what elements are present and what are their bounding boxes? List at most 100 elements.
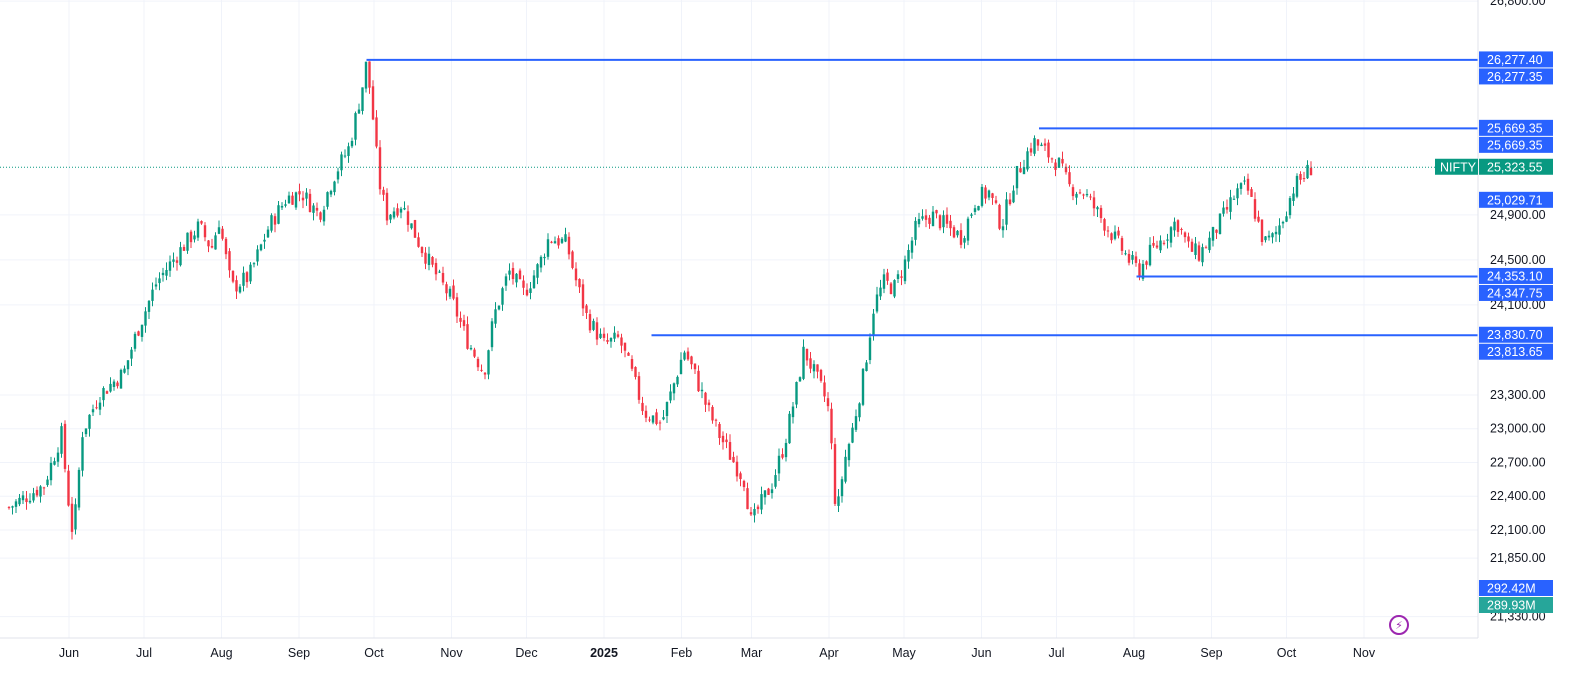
candle-body bbox=[840, 479, 844, 497]
candle-body bbox=[473, 349, 476, 357]
candle-body bbox=[928, 217, 931, 224]
candle-body bbox=[375, 117, 378, 147]
volume-tag bbox=[1479, 597, 1553, 613]
candle-body bbox=[847, 444, 851, 461]
candle-body bbox=[378, 147, 382, 190]
candle-body bbox=[606, 340, 609, 342]
candle-body bbox=[893, 280, 896, 297]
candle-body bbox=[984, 187, 987, 199]
candle-body bbox=[1267, 235, 1271, 238]
candle-body bbox=[882, 274, 886, 289]
price-tick-label: 21,330.00 bbox=[1490, 610, 1546, 624]
candle-body bbox=[795, 382, 798, 405]
candle-body bbox=[35, 489, 39, 496]
candle-body bbox=[214, 235, 217, 250]
candle-body bbox=[609, 338, 613, 342]
price-axis[interactable]: 26,800.00 24,900.00 24,500.00 24,100.00 23,3… bbox=[1477, 0, 1546, 638]
candle-body bbox=[469, 347, 473, 350]
candle-body bbox=[627, 352, 630, 356]
candle-body bbox=[837, 496, 840, 506]
candle-body bbox=[126, 360, 130, 370]
candle-body bbox=[147, 300, 151, 312]
candle-body bbox=[571, 251, 574, 268]
candle-body bbox=[1138, 263, 1141, 278]
candle-body bbox=[620, 337, 623, 346]
candle-body bbox=[662, 417, 665, 420]
candle-body bbox=[231, 270, 235, 282]
candle-body bbox=[1012, 190, 1015, 203]
candle-body bbox=[364, 61, 368, 89]
candle-body bbox=[63, 423, 67, 469]
candle-body bbox=[494, 309, 497, 324]
price-tag bbox=[1479, 68, 1553, 85]
candle-body bbox=[102, 388, 105, 401]
candle-body bbox=[508, 270, 511, 275]
candle-body bbox=[1166, 239, 1169, 241]
candle-body bbox=[1061, 158, 1064, 164]
candle-body bbox=[970, 214, 973, 216]
price-tags: 26,277.40 26,277.35 25,669.35 25,669.35 25,3… bbox=[1435, 51, 1553, 360]
candle-body bbox=[907, 249, 910, 262]
price-tag bbox=[1479, 136, 1553, 153]
candle-body bbox=[753, 508, 756, 516]
candle-body bbox=[602, 333, 606, 338]
candle-body bbox=[81, 437, 84, 471]
candle-body bbox=[651, 415, 655, 423]
candle-body bbox=[1239, 183, 1243, 189]
candle-body bbox=[333, 181, 336, 193]
candle-body bbox=[973, 208, 977, 212]
candle-body bbox=[872, 313, 875, 335]
candle-body bbox=[133, 333, 137, 349]
candle-body bbox=[1218, 213, 1222, 235]
candle-body bbox=[1131, 255, 1134, 260]
candle-body bbox=[987, 190, 991, 198]
candle-body bbox=[672, 383, 676, 394]
candle-body bbox=[256, 249, 259, 262]
candle-body bbox=[781, 454, 784, 458]
lightning-icon[interactable]: ⚡ bbox=[1389, 615, 1409, 635]
time-tick-label: Feb bbox=[671, 646, 693, 660]
candle-body bbox=[592, 320, 595, 330]
time-tick-label: Mar bbox=[741, 646, 763, 660]
candle-body bbox=[438, 271, 441, 273]
candle-body bbox=[1113, 231, 1117, 239]
candle-body bbox=[270, 215, 273, 231]
price-tag-label: 26,277.40 bbox=[1487, 53, 1543, 67]
price-tag bbox=[1479, 343, 1553, 360]
candle-body bbox=[686, 351, 690, 360]
candle-body bbox=[1036, 139, 1040, 146]
candle-body bbox=[123, 368, 126, 373]
candle-body bbox=[459, 317, 462, 322]
time-tick-label: Nov bbox=[440, 646, 463, 660]
candle-body bbox=[130, 349, 133, 359]
time-axis[interactable]: Jun Jul Aug Sep Oct Nov Dec 2025 Feb Mar Apr May Jun… bbox=[0, 637, 1478, 660]
candle-body bbox=[690, 356, 693, 365]
candle-body bbox=[158, 278, 161, 284]
horizontal-levels[interactable] bbox=[366, 58, 1479, 337]
candle-body bbox=[1096, 207, 1099, 210]
price-tag bbox=[1479, 158, 1553, 175]
candle-body bbox=[210, 245, 214, 248]
candle-body bbox=[487, 350, 490, 375]
candle-body bbox=[1211, 227, 1215, 241]
candle-body bbox=[1229, 197, 1232, 212]
candle-body bbox=[1103, 219, 1106, 231]
candle-body bbox=[224, 238, 228, 255]
candle-body bbox=[1253, 199, 1257, 219]
grid-lines bbox=[0, 0, 1478, 638]
price-tick-label: 23,000.00 bbox=[1490, 422, 1546, 436]
candle-body bbox=[1054, 162, 1057, 170]
candle-body bbox=[1082, 194, 1085, 196]
candle-body bbox=[445, 284, 448, 294]
candle-body bbox=[697, 370, 700, 392]
candle-body bbox=[704, 392, 707, 405]
candle-body bbox=[830, 408, 833, 444]
candle-body bbox=[567, 236, 571, 255]
candle-body bbox=[28, 500, 32, 503]
candle-body bbox=[1120, 238, 1124, 251]
price-tag bbox=[1479, 267, 1553, 284]
candle-body bbox=[403, 208, 406, 210]
candle-body bbox=[788, 413, 791, 444]
candle-body bbox=[557, 238, 560, 246]
